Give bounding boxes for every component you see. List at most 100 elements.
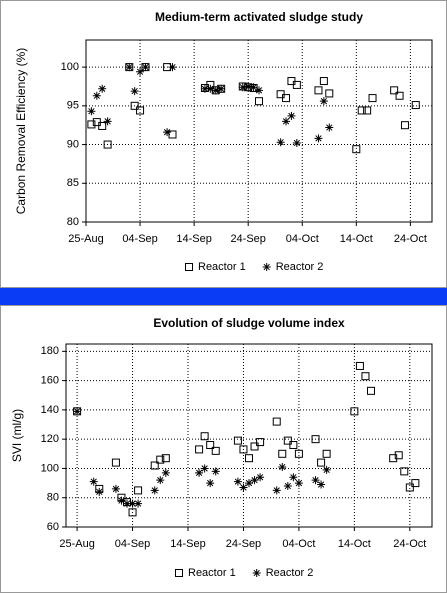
data-point [98, 84, 107, 93]
data-point [311, 435, 320, 444]
y-axis-title: Carbon Removal Efficiency (%) [14, 48, 28, 215]
data-point [103, 140, 112, 149]
data-point [367, 386, 375, 395]
data-point [289, 441, 298, 450]
data-point [283, 482, 292, 491]
legend-label: Reactor 1 [188, 567, 236, 579]
data-point [134, 486, 143, 495]
y-tick-label: 100 [41, 462, 59, 474]
data-point [395, 91, 404, 100]
data-point [128, 508, 137, 517]
data-point [282, 94, 291, 103]
data-point [245, 454, 253, 463]
data-point [206, 479, 215, 488]
x-tick-label: 24-Sep [230, 233, 265, 245]
data-point [195, 468, 204, 477]
data-point [325, 89, 334, 98]
data-point [411, 101, 420, 110]
data-point [322, 465, 331, 474]
panel [0, 0, 447, 288]
data-point [276, 138, 285, 147]
data-point [161, 468, 170, 477]
data-point [200, 464, 209, 473]
data-point [292, 139, 301, 148]
data-point [239, 483, 248, 492]
data-point [283, 436, 292, 445]
data-point [282, 117, 291, 126]
data-point [123, 499, 131, 508]
data-point [394, 451, 403, 460]
data-point [156, 455, 165, 464]
data-point [206, 84, 215, 93]
data-point [352, 145, 361, 154]
x-tick-label: 25-Aug [59, 538, 94, 550]
data-point [244, 82, 253, 91]
data-point [161, 454, 170, 463]
data-point [278, 449, 287, 458]
data-point [141, 63, 150, 72]
data-point [355, 361, 364, 370]
legend-marker [175, 569, 183, 577]
data-point [87, 120, 96, 129]
data-point [256, 438, 265, 447]
data-point [363, 106, 372, 115]
data-point [111, 458, 120, 467]
data-point [73, 407, 82, 416]
data-point [322, 449, 331, 458]
data-point [255, 97, 263, 106]
y-tick-label: 80 [67, 216, 79, 228]
legend-marker [252, 569, 261, 577]
data-point [168, 63, 177, 72]
data-point [250, 476, 259, 485]
y-tick-label: 120 [41, 433, 59, 445]
data-point [361, 372, 370, 381]
data-point [272, 486, 281, 495]
data-point [130, 87, 139, 96]
data-point [350, 407, 359, 416]
separator [0, 288, 447, 305]
data-point [217, 84, 226, 93]
legend-marker [262, 263, 271, 271]
data-point [195, 445, 204, 454]
data-point [314, 86, 323, 95]
x-tick-label: 04-Sep [115, 538, 150, 550]
data-point [368, 94, 377, 103]
data-point [311, 476, 320, 485]
data-point [130, 101, 139, 110]
data-point [400, 121, 409, 130]
x-tick-label: 04-Sep [122, 233, 157, 245]
y-tick-label: 95 [67, 100, 79, 112]
data-point [294, 479, 303, 488]
y-tick-label: 90 [67, 138, 79, 150]
data-point [136, 67, 145, 76]
data-point [233, 477, 242, 486]
data-point [317, 480, 326, 489]
data-point [150, 461, 159, 470]
data-point [294, 449, 303, 458]
data-point [319, 97, 328, 106]
x-tick-label: 04-Oct [282, 538, 315, 550]
legend-label: Reactor 2 [276, 261, 324, 273]
data-point [111, 484, 120, 493]
data-point [390, 86, 399, 95]
data-point [200, 432, 209, 441]
y-tick-label: 100 [61, 61, 79, 73]
data-point [317, 458, 326, 467]
x-tick-label: 24-Sep [226, 538, 261, 550]
data-point [314, 134, 323, 143]
x-tick-label: 14-Sep [170, 538, 205, 550]
data-point [103, 117, 112, 126]
data-point [92, 91, 101, 100]
data-point [233, 436, 242, 445]
legend-marker [185, 263, 193, 271]
x-tick-label: 24-Oct [394, 233, 427, 245]
data-point [357, 106, 366, 115]
data-point [250, 442, 259, 451]
data-point [156, 476, 165, 485]
data-point [389, 454, 398, 463]
panel [0, 305, 447, 593]
data-point [278, 462, 287, 471]
data-point [211, 86, 220, 95]
